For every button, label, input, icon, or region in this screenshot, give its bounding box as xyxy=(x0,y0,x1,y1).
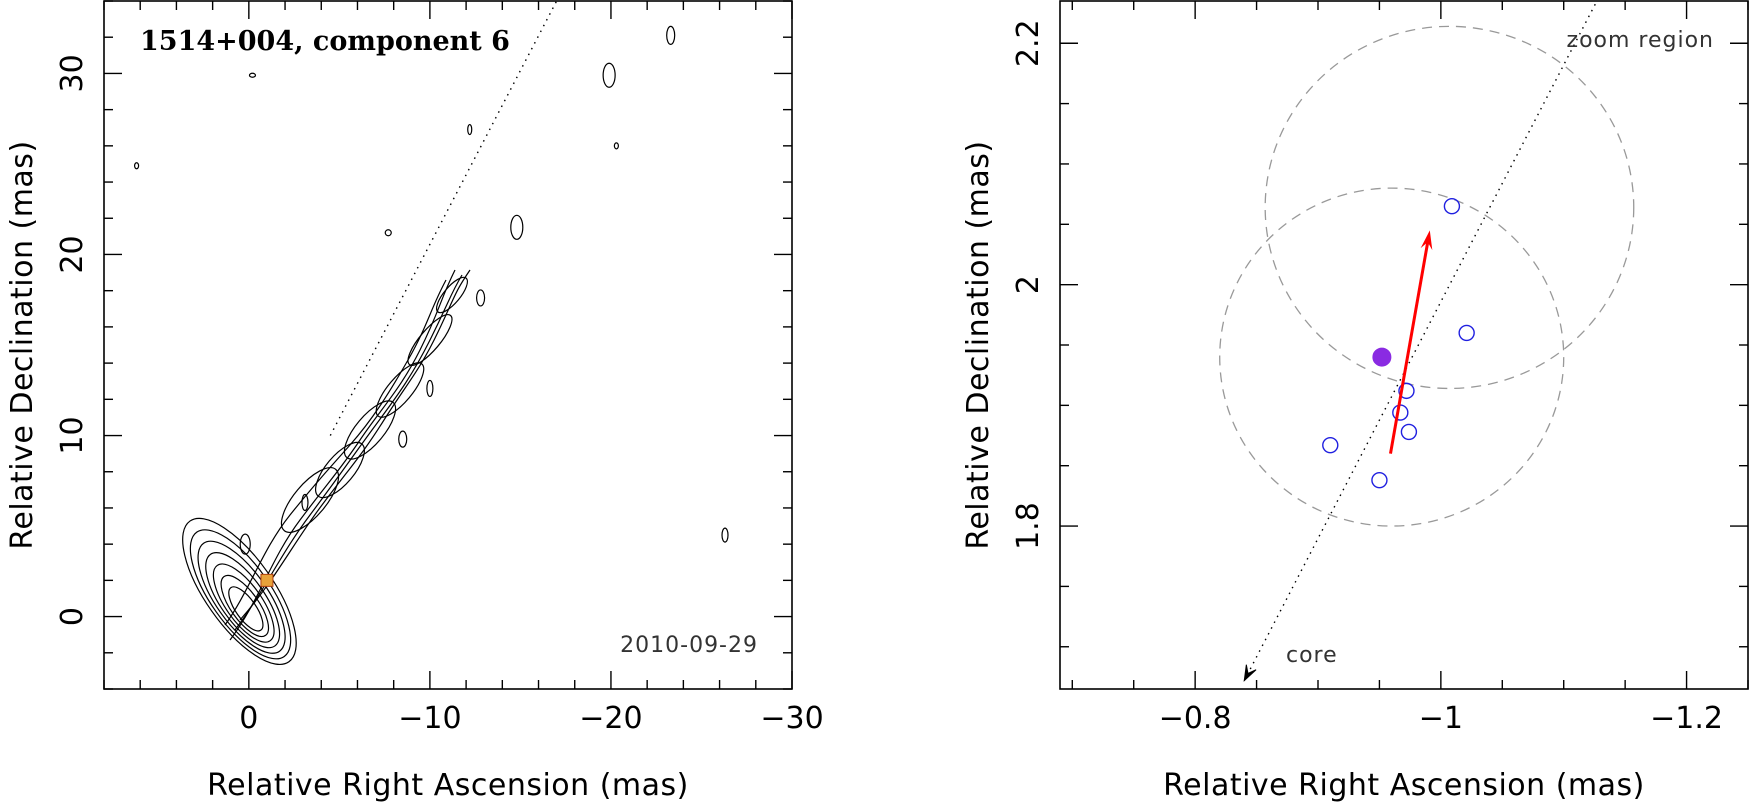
right-panel: −0.8 −1 −1.2 1.8 2 2.2 zoom region core Relat… xyxy=(961,0,1749,803)
y-tick-label: 2.2 xyxy=(1011,19,1046,67)
contour-blob xyxy=(248,72,257,78)
contour-blob xyxy=(239,533,251,555)
contour-jet xyxy=(234,274,463,631)
open-point xyxy=(1458,324,1475,342)
contour-blob xyxy=(133,162,140,170)
jet-axis-line-zoom xyxy=(1243,0,1598,682)
contour-blob xyxy=(602,62,616,88)
contour-knot xyxy=(280,467,340,533)
velocity-arrow-shaft xyxy=(1389,239,1430,454)
contour-knot xyxy=(375,362,425,418)
contour-blob xyxy=(426,379,434,398)
contour-blob xyxy=(666,25,676,46)
core-label: core xyxy=(1286,643,1338,668)
contour-blob xyxy=(613,142,619,150)
jet-axis-dotted-line xyxy=(329,0,558,436)
jet-axis-line xyxy=(329,0,558,436)
component-marker xyxy=(260,573,274,587)
position-points xyxy=(1322,197,1475,489)
left-plot-frame xyxy=(103,0,793,690)
x-tick-label: −20 xyxy=(579,701,642,736)
x-tick-label: −0.8 xyxy=(1159,701,1232,736)
right-y-axis-label: Relative Declination (mas) xyxy=(961,140,996,549)
component-marker-square xyxy=(260,573,274,587)
x-tick-label: −10 xyxy=(398,701,461,736)
core-arrowhead xyxy=(1243,664,1257,682)
mean-position-point xyxy=(1372,347,1392,367)
x-tick-label: −1.2 xyxy=(1650,701,1723,736)
plot-title: 1514+004, component 6 xyxy=(140,26,510,57)
contour-jet xyxy=(239,269,471,621)
contour-knot xyxy=(343,400,397,460)
contour-blob xyxy=(510,214,524,240)
contour-blob xyxy=(721,527,729,543)
contour-knot xyxy=(435,276,469,314)
left-axis-ticks: 0 −10 −20 −30 0 10 20 30 xyxy=(55,0,824,736)
y-tick-label: 30 xyxy=(55,54,90,92)
y-tick-label: 10 xyxy=(55,416,90,454)
right-x-axis-label: Relative Right Ascension (mas) xyxy=(1163,768,1645,803)
y-tick-label: 1.8 xyxy=(1011,502,1046,550)
contour-core xyxy=(182,517,297,666)
open-point xyxy=(1398,382,1415,400)
contour-knot xyxy=(315,441,365,499)
contour-jet xyxy=(224,279,447,626)
jet-axis-dotted-line xyxy=(1243,0,1598,681)
right-plot-frame xyxy=(1059,0,1749,690)
y-tick-label: 2 xyxy=(1011,275,1046,294)
velocity-arrow xyxy=(1389,230,1433,454)
dashed-circle xyxy=(1264,25,1635,390)
x-tick-label: 0 xyxy=(239,701,258,736)
open-point xyxy=(1371,471,1388,489)
contour-knot xyxy=(407,314,453,366)
contour-blob xyxy=(475,289,486,307)
left-y-axis-label: Relative Declination (mas) xyxy=(5,140,40,549)
contour-blob xyxy=(384,229,392,237)
open-point xyxy=(1443,197,1461,215)
zoom-region-label: zoom region xyxy=(1567,28,1714,53)
dashed-circle xyxy=(1219,187,1565,527)
contour-blob xyxy=(467,123,473,136)
open-point xyxy=(1392,404,1409,421)
left-x-axis-label: Relative Right Ascension (mas) xyxy=(207,768,689,803)
velocity-arrow-head xyxy=(1420,230,1433,251)
contour-blob xyxy=(398,430,408,448)
x-tick-label: −1 xyxy=(1419,701,1463,736)
y-tick-label: 0 xyxy=(55,607,90,626)
contour-map xyxy=(133,25,729,666)
epoch-label: 2010-09-29 xyxy=(620,633,758,658)
x-tick-label: −30 xyxy=(760,701,823,736)
uncertainty-circles xyxy=(1219,25,1635,527)
y-tick-label: 20 xyxy=(55,235,90,273)
right-axis-ticks: −0.8 −1 −1.2 1.8 2 2.2 xyxy=(1011,1,1749,736)
open-point xyxy=(1400,423,1418,441)
contour-jet xyxy=(229,269,456,641)
open-point xyxy=(1322,436,1339,454)
contour-blob xyxy=(301,493,309,512)
